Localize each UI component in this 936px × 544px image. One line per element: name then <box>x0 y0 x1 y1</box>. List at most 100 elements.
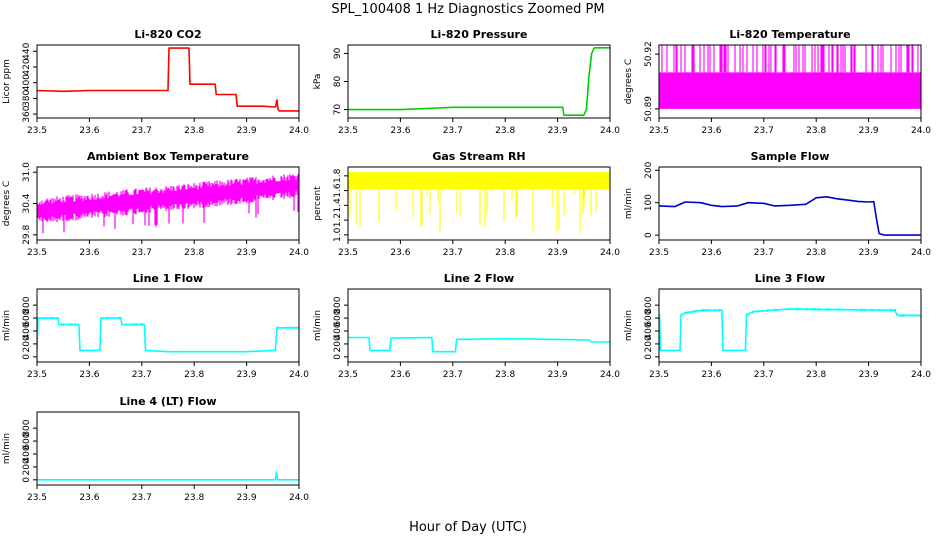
y-tick-label: 360 <box>22 105 32 122</box>
panels: Li-820 CO2 Licor ppm 23.5 23.6 23.7 23.8 23.9 2… <box>2 28 931 503</box>
y-tick-label: 80 <box>333 76 343 88</box>
x-tick-label: 23.9 <box>237 370 257 380</box>
data-layer <box>348 46 610 116</box>
panel-title: Sample Flow <box>751 150 830 163</box>
series-dips <box>349 189 597 234</box>
y-tick-label: 200 <box>22 335 32 352</box>
y-tick-label: 0 <box>644 354 654 360</box>
y-tick-label: 440 <box>22 42 32 59</box>
y-tick-label: 200 <box>22 458 32 475</box>
y-tick-label: 0 <box>22 354 32 360</box>
y-tick-label: 600 <box>333 309 343 326</box>
figure-title: SPL_100408 1 Hz Diagnostics Zoomed PM <box>331 2 604 17</box>
plot-frame <box>347 288 611 363</box>
x-tick-label: 23.8 <box>184 493 204 503</box>
x-tick-label: 23.6 <box>701 370 721 380</box>
series-noise <box>120 316 123 320</box>
x-tick-label: 23.6 <box>79 493 99 503</box>
x-tick-label: 23.5 <box>27 126 47 136</box>
y-tick-label: 600 <box>644 309 654 326</box>
x-tick-label: 23.7 <box>132 493 152 503</box>
x-tick-label: 23.6 <box>79 248 99 258</box>
x-tick-label: 24.0 <box>289 493 309 503</box>
x-tick-label: 23.7 <box>443 126 463 136</box>
x-tick-label: 23.9 <box>548 126 568 136</box>
x-tick-label: 24.0 <box>289 370 309 380</box>
x-tick-label: 23.6 <box>390 370 410 380</box>
chart-panel: Gas Stream RH percent 23.5 23.6 23.7 23.8 23.9… <box>313 150 620 258</box>
y-tick-label: 400 <box>22 445 32 462</box>
y-tick-label: 800 <box>333 296 343 313</box>
x-tick-label: 24.0 <box>600 126 620 136</box>
series-line <box>37 471 299 481</box>
series-line <box>37 47 299 112</box>
x-tick-label: 23.5 <box>649 126 669 136</box>
data-layer <box>37 47 299 112</box>
panel-title: Li-820 CO2 <box>134 28 201 41</box>
series-noise <box>58 322 79 327</box>
x-tick-label: 23.6 <box>390 126 410 136</box>
chart-panel: Li-820 Temperature degrees C 23.5 23.6 23.7 2… <box>624 28 931 136</box>
x-tick-label: 23.6 <box>701 248 721 258</box>
chart-panel: Li-820 CO2 Licor ppm 23.5 23.6 23.7 23.8 23.9 2… <box>2 28 309 136</box>
y-axis-label: ml/min <box>313 310 323 341</box>
x-tick-label: 23.5 <box>27 493 47 503</box>
chart-panel: Line 2 Flow ml/min 23.5 23.6 23.7 23.8 23.9 24.… <box>313 272 620 380</box>
series-noise <box>37 316 58 320</box>
x-tick-label: 23.8 <box>184 248 204 258</box>
y-tick-label: 420 <box>22 58 32 75</box>
x-tick-label: 23.8 <box>806 370 826 380</box>
y-axis-label: degrees C <box>2 181 12 226</box>
y-axis-label: degrees C <box>624 59 634 104</box>
x-tick-label: 23.5 <box>338 126 358 136</box>
series-line <box>659 308 921 352</box>
x-tick-label: 23.7 <box>132 126 152 136</box>
series-noise <box>789 307 844 312</box>
panel-title: Li-820 Pressure <box>431 28 528 41</box>
x-tick-label: 23.6 <box>79 370 99 380</box>
y-axis-label: Licor ppm <box>2 59 12 104</box>
series-line <box>37 317 299 353</box>
x-tick-label: 23.6 <box>701 126 721 136</box>
x-tick-label: 23.7 <box>754 126 774 136</box>
y-tick-label: 800 <box>644 296 654 313</box>
series-line <box>659 196 921 236</box>
x-tick-label: 24.0 <box>911 248 931 258</box>
y-tick-label: 600 <box>22 309 32 326</box>
series-line <box>348 46 610 116</box>
x-tick-label: 23.6 <box>390 248 410 258</box>
x-tick-label: 23.7 <box>754 248 774 258</box>
chart-panel: Sample Flow ml/min 23.5 23.6 23.7 23.8 23.9 24.… <box>624 150 931 258</box>
chart-panel: Line 3 Flow ml/min 23.5 23.6 23.7 23.8 23.9 24.… <box>624 272 931 380</box>
y-axis-label: percent <box>313 186 323 221</box>
x-tick-label: 23.5 <box>27 248 47 258</box>
panel-title: Line 3 Flow <box>755 272 825 285</box>
x-tick-label: 23.8 <box>806 126 826 136</box>
series-noise <box>745 310 755 317</box>
x-tick-label: 23.5 <box>649 370 669 380</box>
y-axis-label: ml/min <box>2 310 12 341</box>
y-tick-label: 50.92 <box>644 41 654 67</box>
series-noise <box>894 309 899 316</box>
y-tick-label: 400 <box>644 322 654 339</box>
y-axis-label: ml/min <box>2 433 12 464</box>
data-layer <box>37 316 299 353</box>
y-tick-label: 1.0 <box>333 227 343 242</box>
y-tick-label: 800 <box>22 419 32 436</box>
x-tick-label: 23.7 <box>132 248 152 258</box>
x-axis-label: Hour of Day (UTC) <box>409 520 527 535</box>
series-noise <box>276 326 299 330</box>
x-tick-label: 24.0 <box>911 126 931 136</box>
x-tick-label: 23.9 <box>548 248 568 258</box>
x-tick-label: 23.8 <box>806 248 826 258</box>
plot-frame <box>347 166 611 241</box>
data-layer <box>37 174 299 234</box>
y-tick-label: 400 <box>333 322 343 339</box>
y-tick-label: 200 <box>644 161 654 178</box>
chart-panel: Li-820 Pressure kPa 23.5 23.6 23.7 23.8 23.9 24… <box>313 28 620 136</box>
panel-title: Line 4 (LT) Flow <box>120 395 217 408</box>
x-tick-label: 24.0 <box>289 126 309 136</box>
y-tick-label: 0 <box>333 354 343 360</box>
x-tick-label: 24.0 <box>600 248 620 258</box>
x-tick-label: 23.7 <box>443 370 463 380</box>
